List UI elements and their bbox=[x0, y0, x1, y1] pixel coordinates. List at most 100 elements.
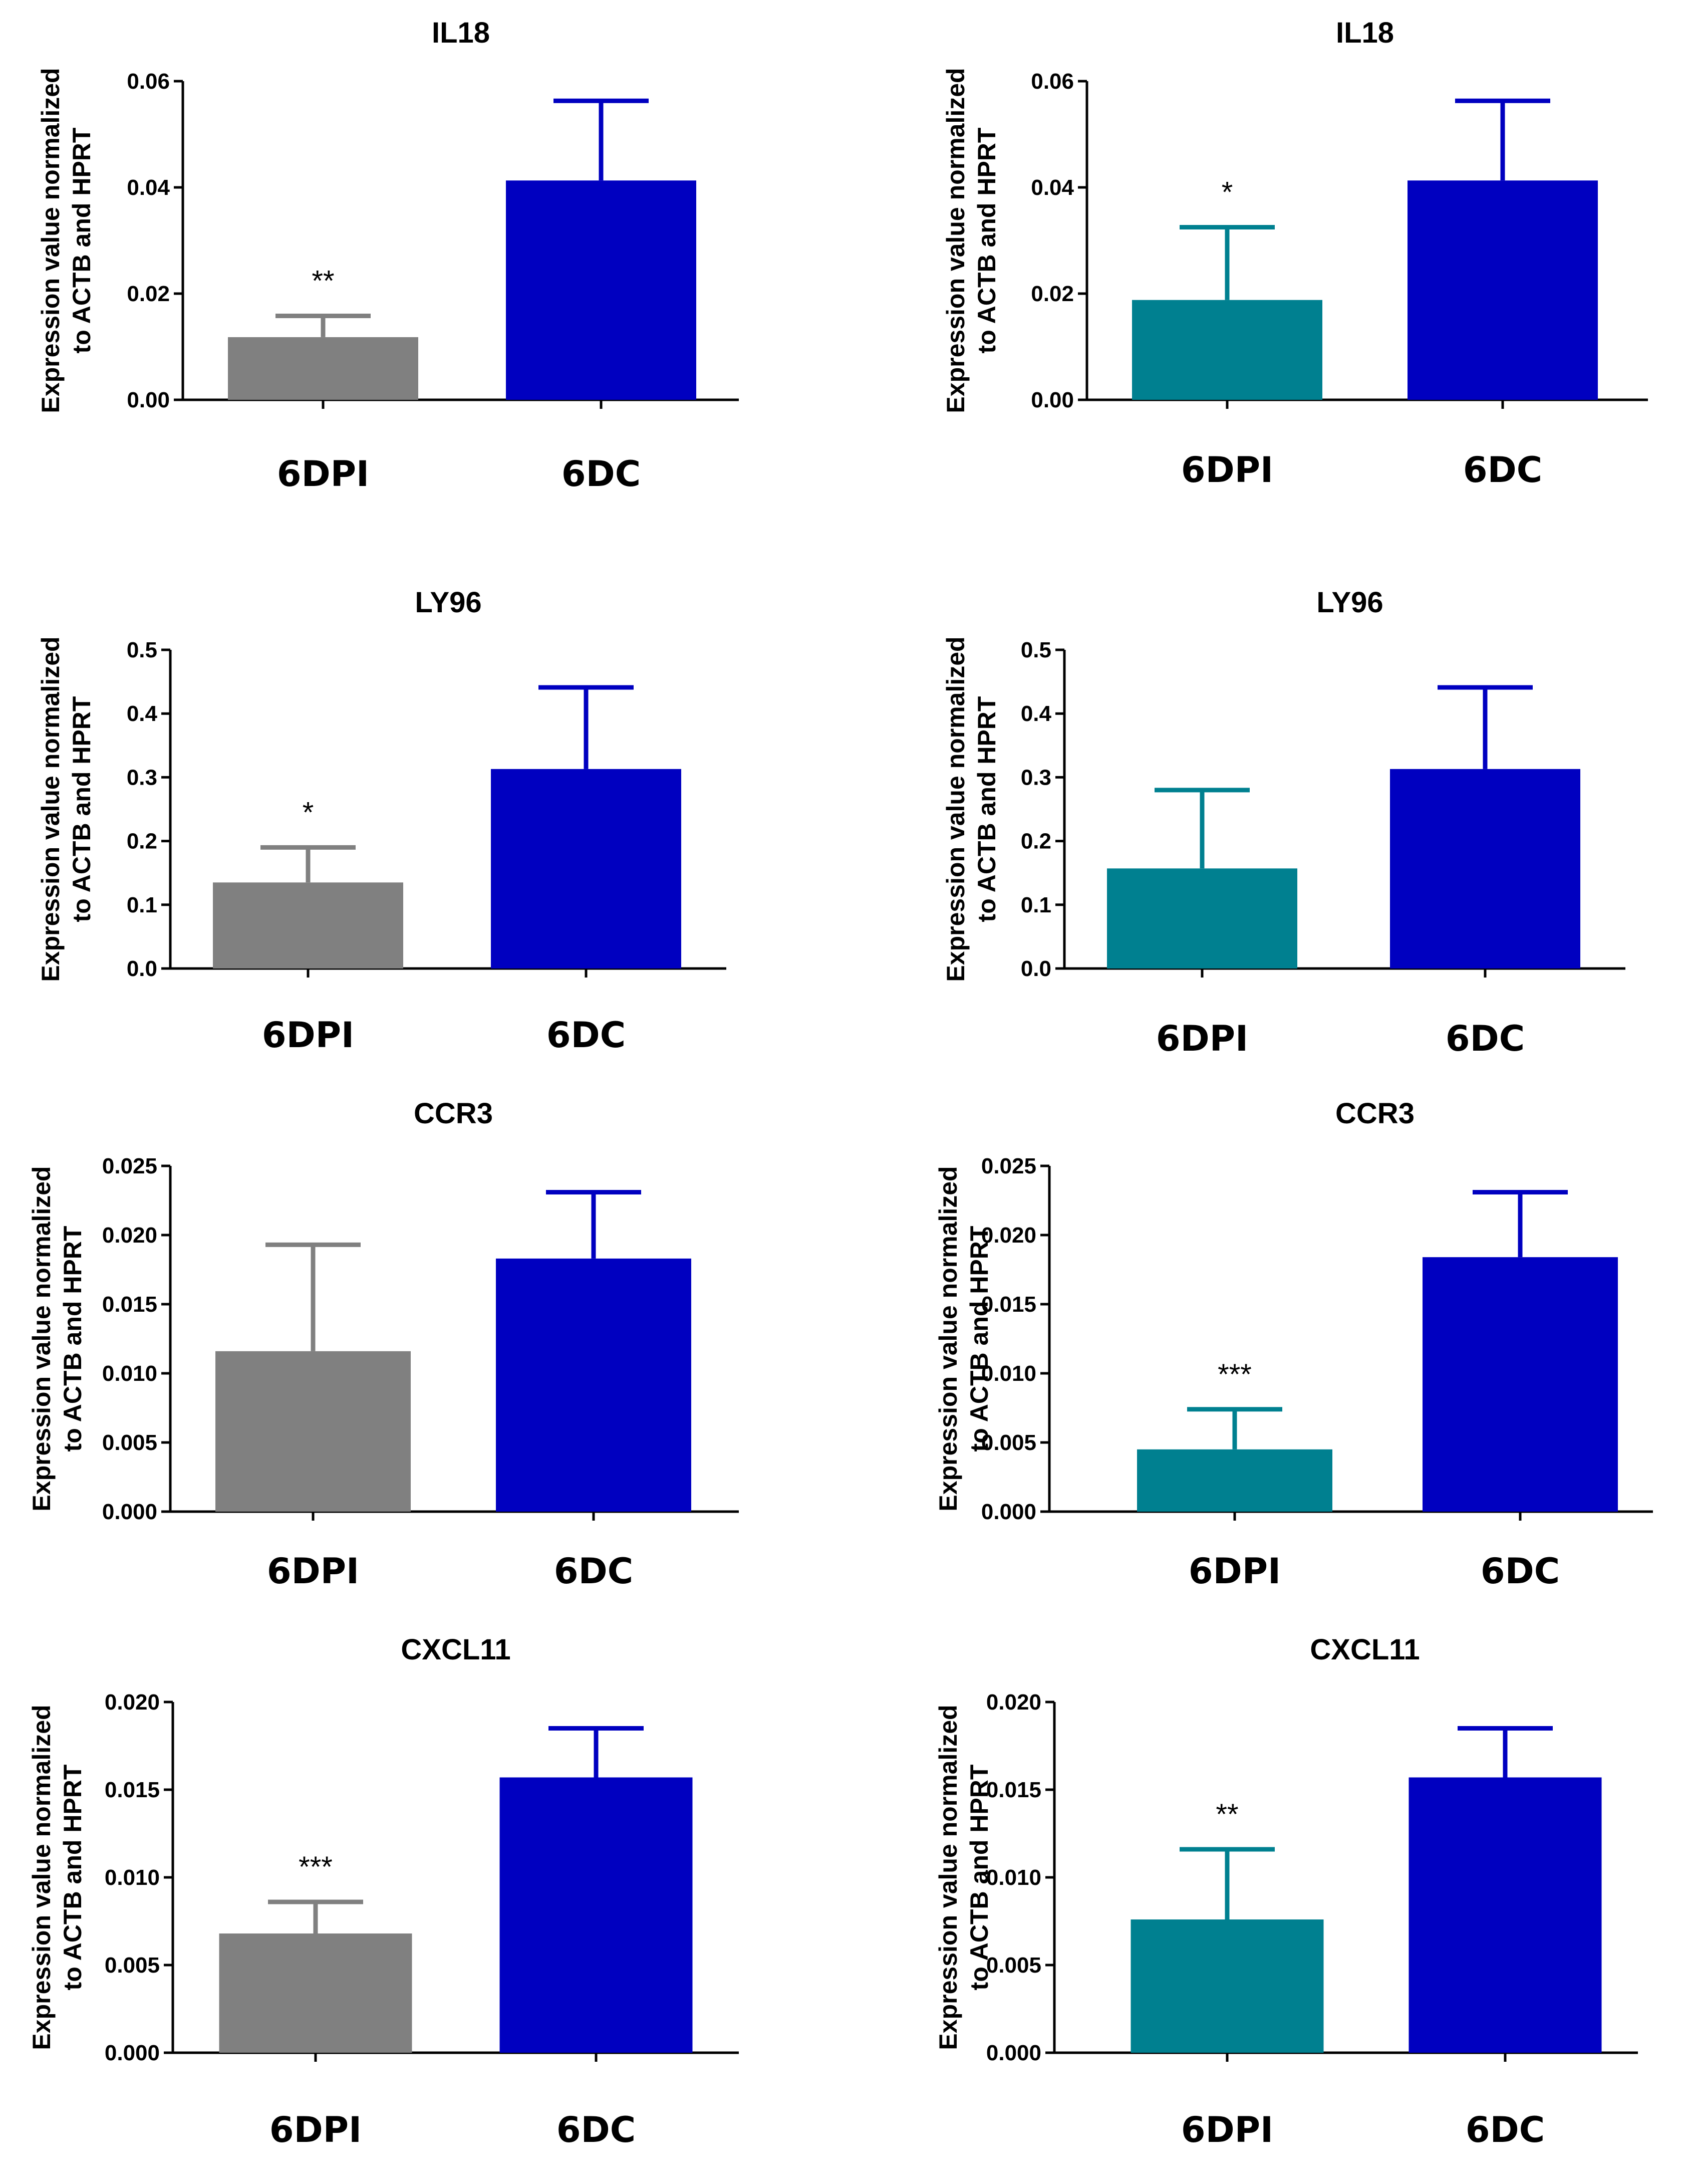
y-tick-label: 0.005 bbox=[105, 1953, 160, 1978]
bar-6dpi bbox=[228, 337, 418, 400]
y-axis-label-line: to ACTB and HPRT bbox=[965, 1226, 993, 1452]
y-axis-label: Expression value normalized to ACTB and H… bbox=[37, 68, 96, 413]
significance-marker: ** bbox=[1216, 1798, 1238, 1831]
chart-title: CCR3 bbox=[1335, 1097, 1415, 1130]
y-tick-label: 0.2 bbox=[1021, 829, 1051, 854]
category-label: 6DC bbox=[556, 2109, 636, 2150]
chart-title: IL18 bbox=[432, 17, 490, 49]
y-axis-label: Expression value normalized to ACTB and H… bbox=[28, 1705, 87, 2050]
y-tick-label: 0.0 bbox=[1021, 956, 1051, 981]
y-axis-label-line: to ACTB and HPRT bbox=[965, 1765, 993, 1991]
y-tick-label: 0.00 bbox=[1031, 388, 1074, 412]
y-tick-label: 0.000 bbox=[981, 1500, 1036, 1524]
y-axis-label: Expression value normalized to ACTB and H… bbox=[934, 1166, 993, 1511]
y-axis-label-line: Expression value normalized bbox=[28, 1705, 56, 2050]
category-label: 6DPI bbox=[1181, 2109, 1273, 2150]
y-tick-label: 0.000 bbox=[102, 1500, 157, 1524]
bar-6dc bbox=[1408, 180, 1598, 400]
bar-6dc bbox=[1423, 1257, 1618, 1512]
category-label: 6DC bbox=[1481, 1551, 1560, 1592]
y-tick-label: 0.04 bbox=[127, 175, 170, 200]
bar-6dpi bbox=[215, 1351, 411, 1512]
y-tick-label: 0.020 bbox=[981, 1223, 1036, 1248]
bar-6dpi bbox=[1137, 1449, 1332, 1512]
y-tick-label: 0.02 bbox=[127, 282, 170, 306]
bar-6dc bbox=[1409, 1777, 1602, 2053]
y-axis-label-line: to ACTB and HPRT bbox=[973, 128, 1001, 354]
chart-panel-1: IL18 Expression value normalized to ACTB a… bbox=[37, 17, 739, 495]
chart-panel-4: LY96 Expression value normalized to ACTB a… bbox=[942, 586, 1625, 1059]
y-tick-label: 0.4 bbox=[1021, 701, 1052, 726]
chart-panel-8: CXCL11 Expression value normalized to ACTB… bbox=[934, 1633, 1638, 2150]
y-axis-label-line: Expression value normalized bbox=[942, 636, 970, 982]
category-label: 6DPI bbox=[267, 1551, 359, 1592]
y-tick-label: 0.3 bbox=[1021, 765, 1051, 790]
y-tick-label: 0.020 bbox=[105, 1690, 160, 1715]
y-tick-label: 0.005 bbox=[981, 1430, 1036, 1455]
y-tick-label: 0.025 bbox=[102, 1154, 157, 1178]
bar-6dpi bbox=[1107, 868, 1297, 968]
y-tick-label: 0.000 bbox=[105, 2041, 160, 2065]
y-axis-label: Expression value normalized to ACTB and H… bbox=[37, 636, 96, 982]
y-tick-label: 0.06 bbox=[127, 69, 170, 94]
y-tick-label: 0.010 bbox=[986, 1865, 1041, 1890]
y-axis-label: Expression value normalized to ACTB and H… bbox=[28, 1166, 87, 1511]
y-tick-label: 0.1 bbox=[1021, 893, 1051, 917]
y-tick-label: 0.02 bbox=[1031, 282, 1074, 306]
y-tick-label: 0.06 bbox=[1031, 69, 1074, 94]
y-axis-label-line: Expression value normalized bbox=[942, 68, 970, 413]
chart-title: CXCL11 bbox=[401, 1633, 510, 1666]
y-tick-label: 0.015 bbox=[986, 1778, 1041, 1802]
bar-6dc bbox=[491, 769, 681, 968]
category-label: 6DPI bbox=[1156, 1018, 1248, 1059]
y-tick-label: 0.3 bbox=[127, 765, 157, 790]
y-tick-label: 0.5 bbox=[1021, 638, 1051, 662]
y-tick-label: 0.010 bbox=[105, 1865, 160, 1890]
y-axis-label: Expression value normalized to ACTB and H… bbox=[934, 1705, 993, 2050]
bar-6dc bbox=[506, 180, 696, 400]
chart-panel-2: IL18 Expression value normalized to ACTB a… bbox=[942, 17, 1648, 491]
bar-6dc bbox=[499, 1777, 693, 2053]
y-axis-label-line: to ACTB and HPRT bbox=[973, 696, 1001, 922]
y-tick-label: 0.020 bbox=[986, 1690, 1041, 1715]
chart-title: LY96 bbox=[415, 586, 481, 619]
category-label: 6DPI bbox=[1181, 449, 1273, 491]
category-label: 6DPI bbox=[262, 1015, 354, 1056]
category-label: 6DPI bbox=[269, 2109, 362, 2150]
y-tick-label: 0.020 bbox=[102, 1223, 157, 1248]
y-tick-label: 0.005 bbox=[986, 1953, 1041, 1978]
y-axis-label-line: to ACTB and HPRT bbox=[68, 696, 96, 922]
y-tick-label: 0.0 bbox=[127, 956, 157, 981]
category-label: 6DC bbox=[561, 453, 641, 495]
bar-6dpi bbox=[213, 882, 403, 968]
y-axis-label: Expression value normalized to ACTB and H… bbox=[942, 68, 1001, 413]
category-label: 6DC bbox=[546, 1015, 626, 1056]
chart-panel-5: CCR3 Expression value normalized to ACTB a… bbox=[28, 1097, 739, 1592]
chart-title: IL18 bbox=[1336, 17, 1394, 49]
y-axis-label-line: to ACTB and HPRT bbox=[68, 128, 96, 354]
y-tick-label: 0.2 bbox=[127, 829, 157, 854]
bar-6dpi bbox=[1131, 1919, 1324, 2053]
y-axis-label-line: to ACTB and HPRT bbox=[59, 1765, 87, 1991]
significance-marker: * bbox=[1222, 176, 1233, 209]
category-label: 6DC bbox=[1463, 449, 1542, 491]
chart-panel-3: LY96 Expression value normalized to ACTB a… bbox=[37, 586, 726, 1056]
y-tick-label: 0.4 bbox=[127, 701, 158, 726]
y-tick-label: 0.010 bbox=[102, 1361, 157, 1386]
y-axis-label-line: Expression value normalized bbox=[28, 1166, 56, 1511]
y-tick-label: 0.025 bbox=[981, 1154, 1036, 1178]
y-axis-label: Expression value normalized to ACTB and H… bbox=[942, 636, 1001, 982]
y-axis-label-line: Expression value normalized bbox=[37, 636, 65, 982]
y-tick-label: 0.1 bbox=[127, 893, 157, 917]
y-tick-label: 0.00 bbox=[127, 388, 170, 412]
category-label: 6DC bbox=[554, 1551, 633, 1592]
y-tick-label: 0.015 bbox=[105, 1778, 160, 1802]
chart-title: LY96 bbox=[1316, 586, 1383, 619]
y-tick-label: 0.005 bbox=[102, 1430, 157, 1455]
y-axis-label-line: Expression value normalized bbox=[934, 1166, 962, 1511]
y-tick-label: 0.5 bbox=[127, 638, 157, 662]
y-axis-label-line: Expression value normalized bbox=[934, 1705, 962, 2050]
bar-6dc bbox=[1390, 769, 1580, 968]
chart-title: CCR3 bbox=[414, 1097, 493, 1130]
